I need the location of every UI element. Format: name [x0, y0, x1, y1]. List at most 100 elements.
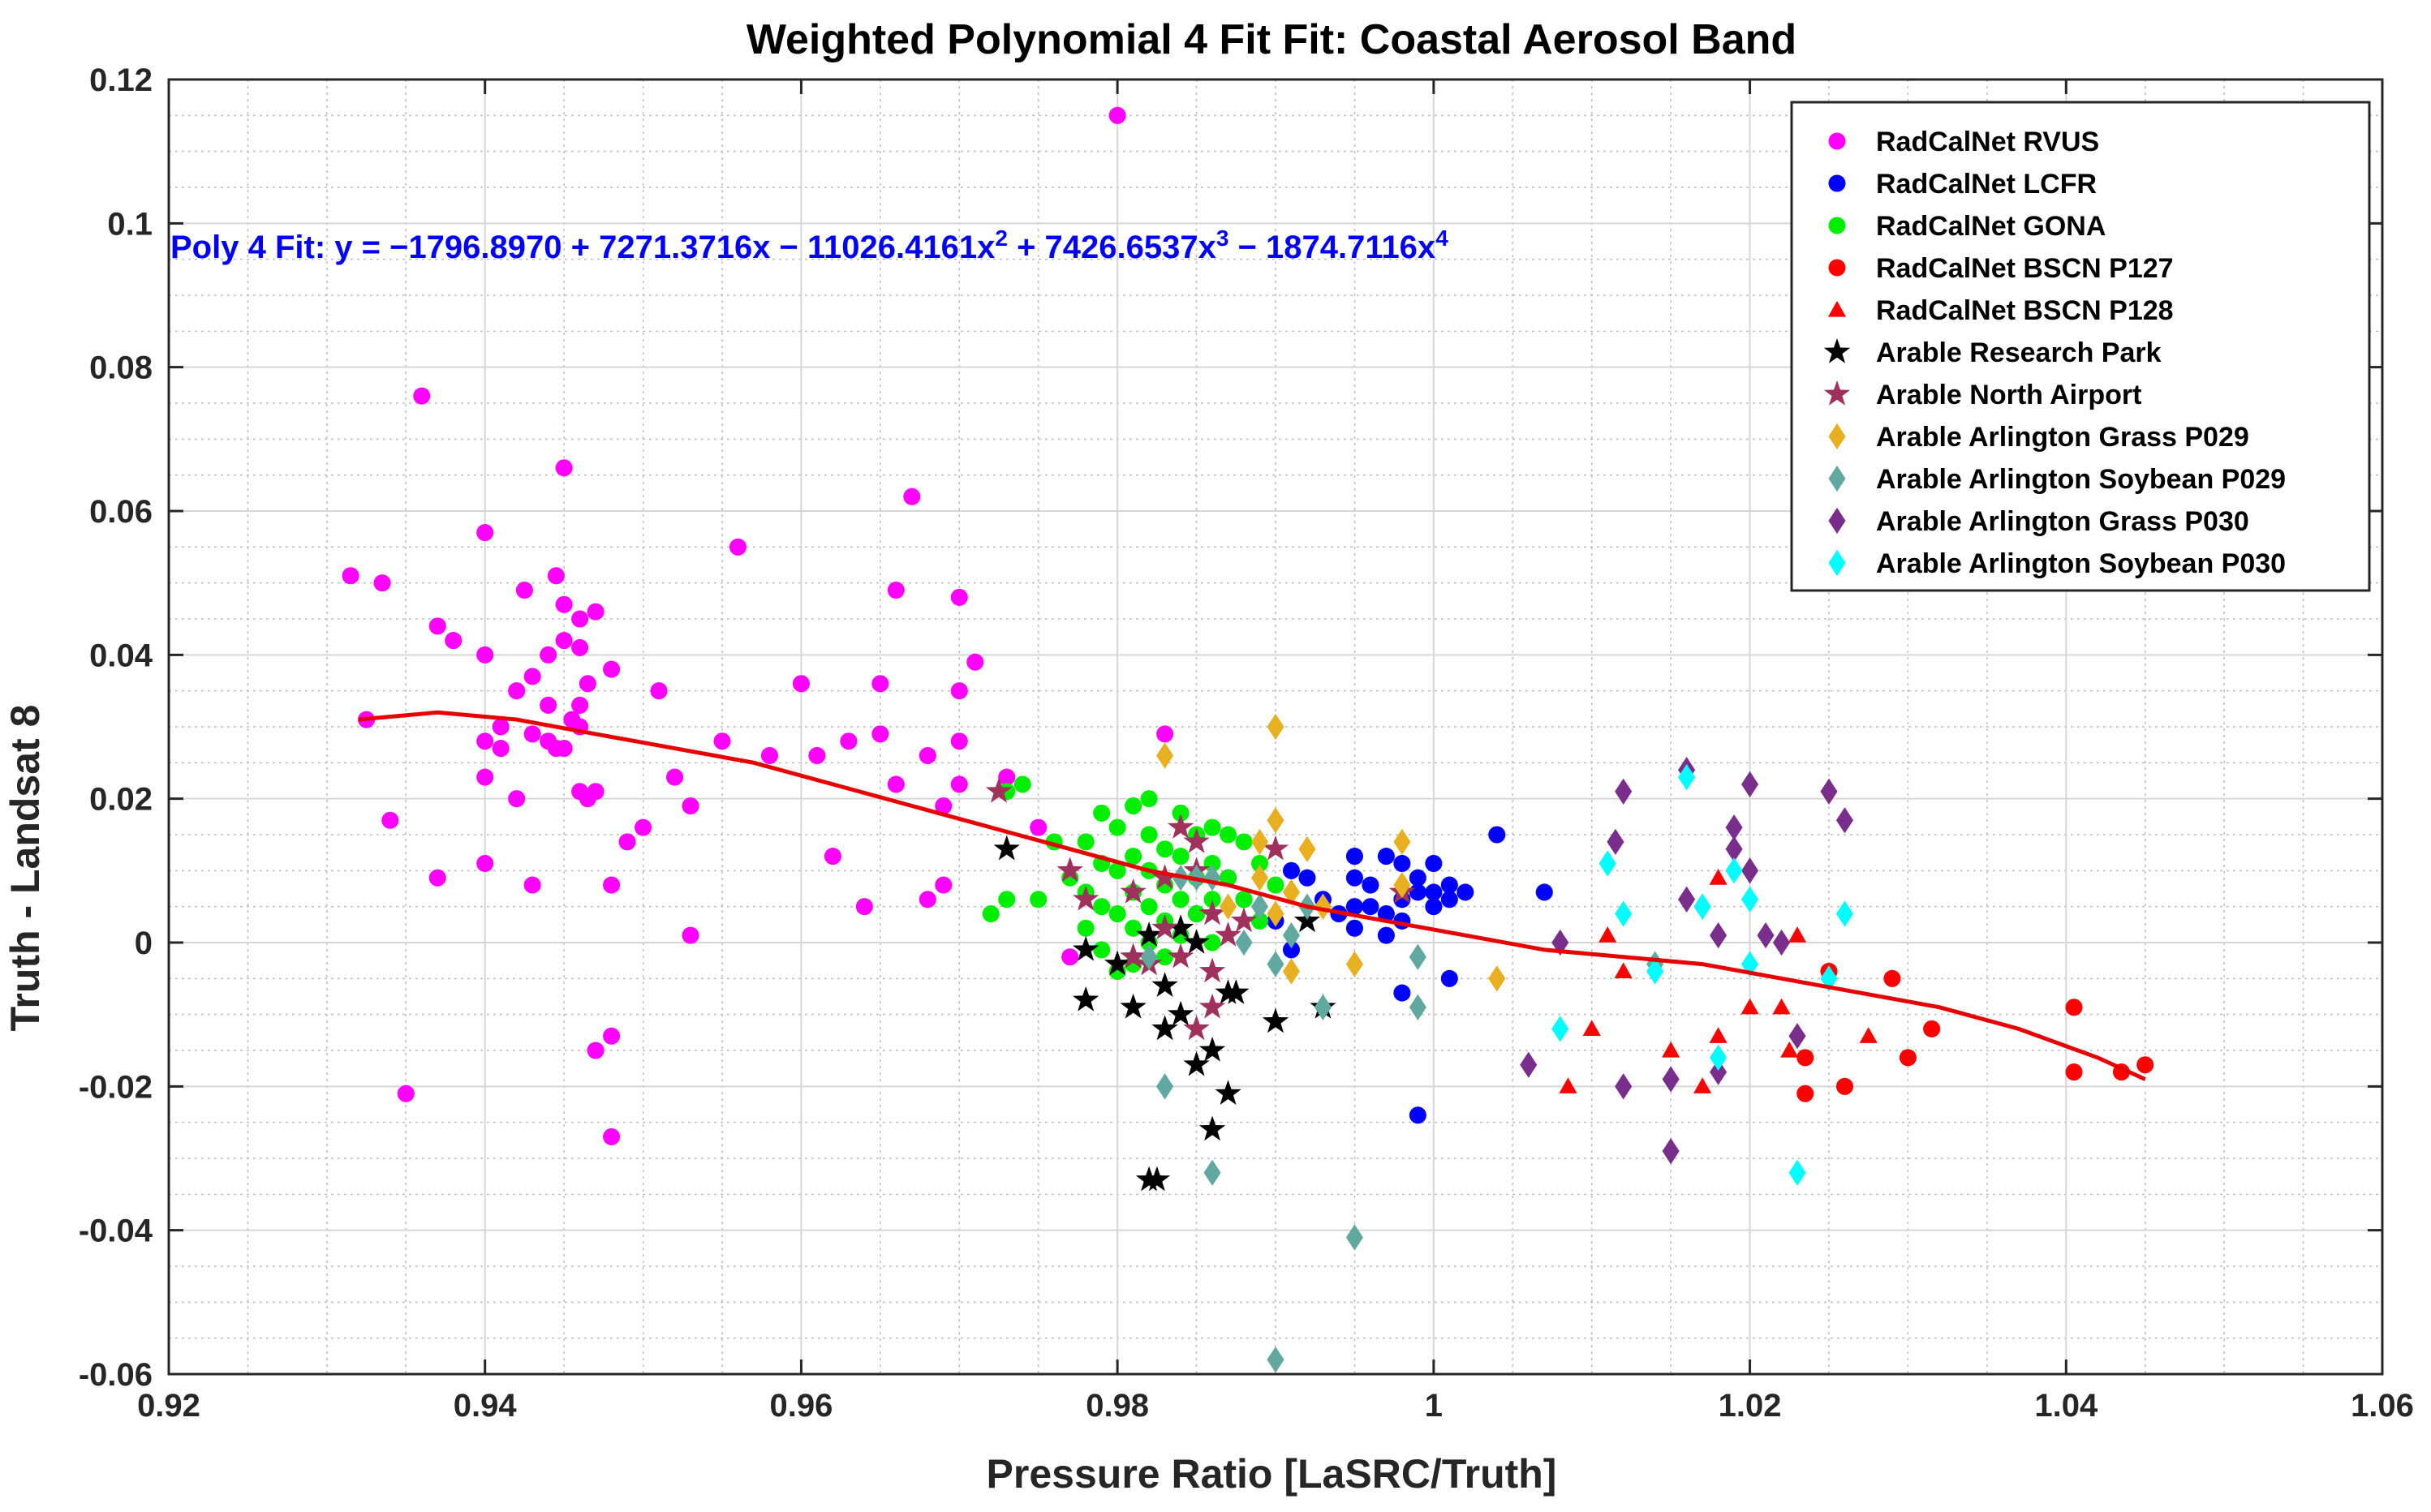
data-point: [1662, 1137, 1680, 1165]
x-tick-labels: 0.92 0.94 0.96 0.98 1 1.02 1.04 1.06: [137, 1388, 2414, 1424]
y-tick-label: 0.1: [107, 206, 153, 242]
data-point: [1077, 833, 1095, 851]
data-point: [1693, 1077, 1712, 1093]
data-point: [1362, 898, 1379, 916]
legend-label: Arable Arlington Grass P030: [1876, 506, 2249, 537]
data-point: [1156, 948, 1174, 966]
data-point: [993, 835, 1020, 861]
data-point: [1108, 818, 1126, 836]
data-point: [1125, 797, 1142, 815]
data-point: [476, 854, 494, 873]
data-point: [1198, 1037, 1226, 1062]
data-point: [476, 646, 494, 664]
y-tick-label: 0.12: [89, 62, 153, 98]
data-point: [1203, 1159, 1221, 1186]
data-point: [1108, 106, 1126, 124]
data-point: [1488, 826, 1506, 844]
data-point: [1615, 1073, 1633, 1100]
data-point: [571, 638, 589, 657]
data-point: [1923, 1020, 1941, 1037]
y-tick-label: 0.04: [89, 638, 153, 673]
legend-label: RadCalNet LCFR: [1876, 169, 2097, 200]
data-point: [1393, 854, 1411, 873]
data-point: [555, 632, 573, 650]
data-point: [1061, 948, 1079, 966]
chart-title: Weighted Polynomial 4 Fit Fit: Coastal A…: [747, 16, 1796, 63]
data-point: [1559, 1077, 1577, 1093]
data-point: [1535, 883, 1553, 901]
data-point: [1725, 857, 1743, 884]
data-point: [1835, 807, 1854, 834]
data-point: [571, 610, 589, 628]
x-tick-label: 1.06: [2351, 1388, 2414, 1424]
data-point: [555, 459, 573, 477]
data-point: [1393, 871, 1411, 899]
data-point: [1203, 854, 1221, 873]
data-point: [1788, 926, 1807, 943]
data-point: [1250, 854, 1269, 873]
data-point: [1425, 898, 1443, 916]
data-point: [1172, 804, 1190, 822]
data-point: [1614, 962, 1633, 979]
data-point: [950, 732, 968, 750]
data-point: [1167, 914, 1194, 939]
data-point: [1425, 854, 1443, 873]
data-point: [428, 869, 446, 887]
data-point: [1220, 893, 1237, 920]
data-point: [1151, 972, 1178, 997]
plot-area-frame: [167, 78, 2384, 1376]
data-point: [1156, 742, 1174, 769]
y-tick-label: -0.06: [79, 1357, 153, 1393]
series-radcalnet-bscn-p128: [1559, 869, 1878, 1093]
legend-label: RadCalNet BSCN P128: [1876, 295, 2174, 326]
data-point: [1188, 904, 1206, 923]
data-point: [547, 567, 565, 585]
data-point: [1056, 857, 1083, 883]
data-point: [1598, 850, 1616, 877]
data-point: [1796, 1085, 1814, 1102]
data-point: [603, 1128, 621, 1145]
data-point: [1282, 861, 1301, 879]
data-point: [587, 783, 605, 801]
data-point: [523, 668, 541, 685]
data-point: [1203, 891, 1221, 908]
data-point: [508, 790, 526, 808]
y-tick-label: 0.06: [89, 494, 153, 530]
data-point: [1440, 876, 1458, 894]
data-point: [650, 682, 668, 700]
data-point: [445, 632, 463, 650]
data-point: [1267, 951, 1284, 977]
data-point: [1215, 921, 1241, 947]
data-point: [555, 595, 573, 613]
legend-marker: [1828, 423, 1846, 450]
data-point: [1741, 951, 1759, 977]
data-point: [1250, 828, 1269, 856]
data-point: [1440, 891, 1458, 908]
data-point: [1203, 934, 1221, 951]
data-point: [1073, 935, 1099, 961]
x-tick-label: 1: [1425, 1388, 1443, 1424]
data-point: [1030, 818, 1048, 836]
data-point: [824, 848, 841, 866]
axis-ticks: [167, 78, 2384, 1376]
data-point: [1282, 958, 1301, 985]
fit-equation: Poly 4 Fit: y = −1796.8970 + 7271.3716x …: [170, 226, 1448, 266]
data-point: [1678, 763, 1696, 791]
data-point: [985, 777, 1013, 803]
legend-label: Arable Arlington Grass P029: [1876, 422, 2249, 453]
data-point: [1314, 893, 1332, 920]
data-point: [1741, 857, 1759, 884]
data-point: [1073, 885, 1099, 911]
data-point: [413, 387, 431, 405]
data-point: [682, 926, 699, 944]
data-point: [1108, 861, 1126, 879]
data-point: [682, 797, 699, 815]
legend-label: Arable Research Park: [1876, 337, 2162, 368]
legend-marker: [1828, 132, 1846, 150]
data-point: [1607, 828, 1624, 856]
data-point: [523, 725, 541, 743]
data-point: [1710, 1044, 1728, 1072]
legend-marker: [1827, 300, 1847, 317]
data-point: [966, 653, 984, 671]
